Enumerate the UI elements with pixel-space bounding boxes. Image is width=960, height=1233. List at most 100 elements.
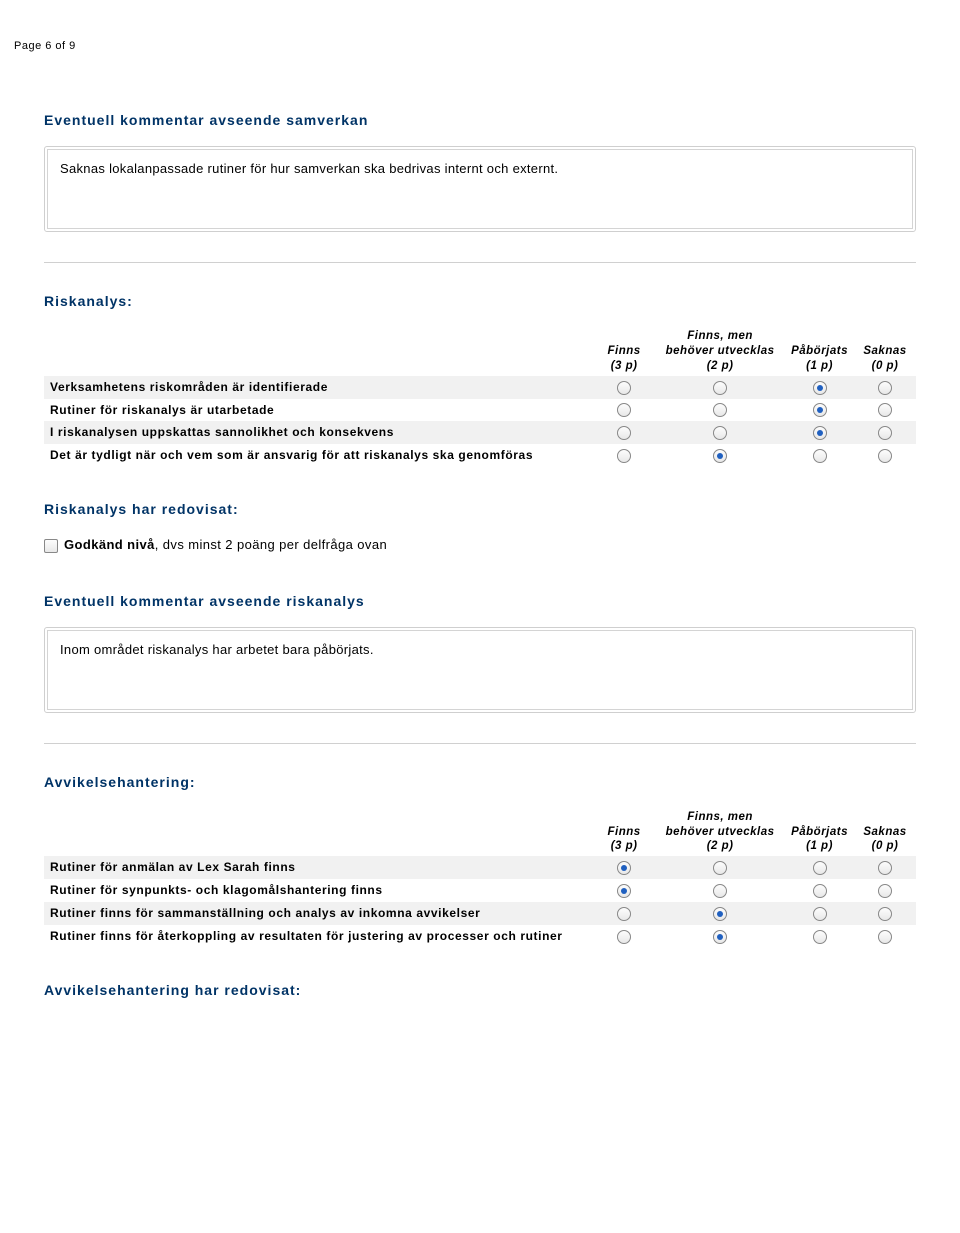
radio[interactable] — [878, 426, 892, 440]
row-label: Rutiner för synpunkts- och klagomålshant… — [44, 879, 593, 902]
table-row: I riskanalysen uppskattas sannolikhet oc… — [44, 421, 916, 444]
samverkan-comment-box: Saknas lokalanpassade rutiner för hur sa… — [44, 146, 916, 232]
row-label: Rutiner finns för återkoppling av result… — [44, 925, 593, 948]
radio-cell — [785, 925, 854, 948]
page-number: Page 6 of 9 — [14, 40, 916, 52]
cb-label-rest: , dvs minst 2 poäng per delfråga ovan — [155, 537, 387, 552]
col-head-text: Saknas — [863, 345, 906, 357]
radio-cell — [593, 376, 655, 399]
radio[interactable] — [813, 449, 827, 463]
radio-cell — [655, 925, 785, 948]
radio-cell — [854, 925, 916, 948]
col-head-text: Finns, men — [687, 330, 753, 342]
row-label: Rutiner för riskanalys är utarbetade — [44, 399, 593, 422]
radio-cell — [854, 902, 916, 925]
radio[interactable] — [713, 449, 727, 463]
radio[interactable] — [617, 907, 631, 921]
radio-cell — [785, 902, 854, 925]
radio-cell — [593, 421, 655, 444]
col-saknas: Saknas (0 p) — [854, 327, 916, 376]
radio[interactable] — [878, 449, 892, 463]
radio-cell — [785, 444, 854, 467]
radio-cell — [655, 444, 785, 467]
radio[interactable] — [878, 861, 892, 875]
radio-cell — [785, 376, 854, 399]
col-paborjats: Påbörjats (1 p) — [785, 808, 854, 857]
radio[interactable] — [617, 930, 631, 944]
radio[interactable] — [878, 381, 892, 395]
radio-cell — [655, 902, 785, 925]
avvikelse-redovisat-title: Avvikelsehantering har redovisat: — [44, 982, 916, 998]
radio[interactable] — [878, 884, 892, 898]
radio-cell — [854, 879, 916, 902]
radio[interactable] — [813, 907, 827, 921]
radio[interactable] — [878, 907, 892, 921]
radio[interactable] — [813, 403, 827, 417]
radio-cell — [785, 399, 854, 422]
radio-cell — [785, 856, 854, 879]
radio[interactable] — [713, 381, 727, 395]
spacer — [44, 327, 593, 376]
col-head-text: Påbörjats — [791, 826, 848, 838]
radio[interactable] — [617, 449, 631, 463]
col-head-text: (0 p) — [872, 360, 899, 372]
radio-cell — [854, 444, 916, 467]
radio[interactable] — [713, 907, 727, 921]
col-head-text: (2 p) — [707, 840, 734, 852]
riskanalys-comment-title: Eventuell kommentar avseende riskanalys — [44, 593, 916, 609]
radio[interactable] — [617, 861, 631, 875]
radio[interactable] — [813, 884, 827, 898]
radio[interactable] — [617, 403, 631, 417]
radio-cell — [785, 879, 854, 902]
radio[interactable] — [878, 930, 892, 944]
samverkan-comment-text: Saknas lokalanpassade rutiner för hur sa… — [47, 149, 913, 229]
col-head-text: Påbörjats — [791, 345, 848, 357]
row-label: Verksamhetens riskområden är identifiera… — [44, 376, 593, 399]
divider — [44, 743, 916, 744]
col-head-text: (1 p) — [806, 840, 833, 852]
col-paborjats: Påbörjats (1 p) — [785, 327, 854, 376]
radio[interactable] — [713, 426, 727, 440]
col-head-text: Finns, men — [687, 811, 753, 823]
radio-cell — [655, 376, 785, 399]
radio[interactable] — [617, 884, 631, 898]
table-row: Rutiner för synpunkts- och klagomålshant… — [44, 879, 916, 902]
radio[interactable] — [813, 861, 827, 875]
riskanalys-comment-text: Inom området riskanalys har arbetet bara… — [47, 630, 913, 710]
radio-cell — [593, 399, 655, 422]
row-label: Det är tydligt när och vem som är ansvar… — [44, 444, 593, 467]
radio-cell — [593, 444, 655, 467]
radio[interactable] — [617, 426, 631, 440]
riskanalys-comment-box: Inom området riskanalys har arbetet bara… — [44, 627, 916, 713]
col-head-text: (3 p) — [611, 840, 638, 852]
col-saknas: Saknas (0 p) — [854, 808, 916, 857]
table-row: Det är tydligt när och vem som är ansvar… — [44, 444, 916, 467]
riskanalys-redovisat-title: Riskanalys har redovisat: — [44, 501, 916, 517]
riskanalys-table: Finns (3 p) Finns, men behöver utvecklas… — [44, 327, 916, 467]
col-head-text: behöver utvecklas — [666, 345, 775, 357]
col-finns-men: Finns, men behöver utvecklas (2 p) — [655, 327, 785, 376]
col-head-text: (0 p) — [872, 840, 899, 852]
radio[interactable] — [713, 884, 727, 898]
radio[interactable] — [813, 930, 827, 944]
col-finns: Finns (3 p) — [593, 808, 655, 857]
avvikelse-table: Finns (3 p) Finns, men behöver utvecklas… — [44, 808, 916, 948]
radio-cell — [854, 399, 916, 422]
col-head-text: Saknas — [863, 826, 906, 838]
table-row: Rutiner för riskanalys är utarbetade — [44, 399, 916, 422]
avvikelse-title: Avvikelsehantering: — [44, 774, 916, 790]
radio[interactable] — [713, 930, 727, 944]
radio[interactable] — [813, 426, 827, 440]
radio[interactable] — [813, 381, 827, 395]
radio[interactable] — [713, 403, 727, 417]
checkbox-godkand[interactable] — [44, 539, 58, 553]
radio-cell — [593, 879, 655, 902]
radio-cell — [593, 925, 655, 948]
col-head-text: (1 p) — [806, 360, 833, 372]
radio[interactable] — [617, 381, 631, 395]
row-label: I riskanalysen uppskattas sannolikhet oc… — [44, 421, 593, 444]
samverkan-comment-title: Eventuell kommentar avseende samverkan — [44, 112, 916, 128]
radio[interactable] — [713, 861, 727, 875]
row-label: Rutiner finns för sammanställning och an… — [44, 902, 593, 925]
radio[interactable] — [878, 403, 892, 417]
